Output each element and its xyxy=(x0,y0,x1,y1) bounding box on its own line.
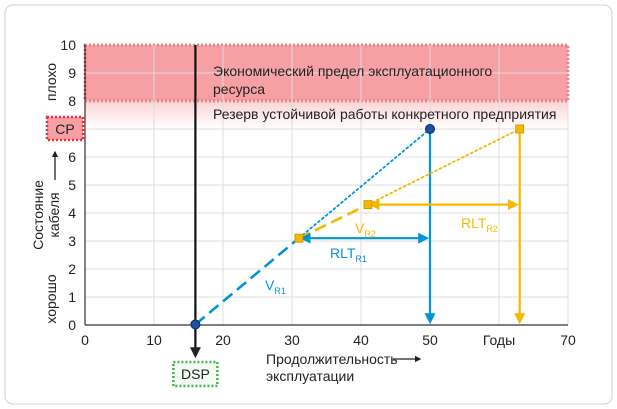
x-tick-label: 0 xyxy=(81,332,89,348)
vr1-label-main: V xyxy=(265,277,275,293)
x-axis-label-line1: Продолжительность xyxy=(266,351,398,367)
x-axis-label-line2: эксплуатации xyxy=(266,368,354,384)
cp-box xyxy=(45,115,85,142)
zone-reserve xyxy=(85,101,568,129)
rlt1-label-main: RLT xyxy=(330,245,356,261)
x-tick-label: 50 xyxy=(422,332,438,348)
x-tick-label: 10 xyxy=(146,332,162,348)
zone-economic-label-line1: Экономический предел эксплуатационного xyxy=(213,63,492,79)
rlt2-label: RLTR2 xyxy=(461,215,498,234)
y-tick-label: 5 xyxy=(68,177,76,193)
y-axis-label-line2: кабеля xyxy=(46,192,62,237)
vr2-label: VR2 xyxy=(355,220,376,239)
y-tick-label: 6 xyxy=(68,149,76,165)
y-good-label: хорошо xyxy=(43,274,59,323)
data-point xyxy=(294,233,304,243)
y-tick-label: 0 xyxy=(68,317,76,333)
rlt1-label: RLTR1 xyxy=(330,245,367,264)
y-bad-label: плохо xyxy=(43,63,59,101)
data-point xyxy=(190,319,201,330)
dsp-box xyxy=(172,360,219,388)
series-line xyxy=(194,237,300,326)
x-tick-label: 70 xyxy=(560,332,576,348)
series-line xyxy=(298,203,369,240)
rlt2-label-subscript: R2 xyxy=(486,224,498,234)
data-point xyxy=(425,124,435,134)
y-axis-label-line1: Состояние xyxy=(30,180,46,250)
vr1-label-subscript: R1 xyxy=(274,286,286,296)
x-tick-label: 40 xyxy=(353,332,369,348)
data-point xyxy=(515,124,525,134)
y-tick-label: 10 xyxy=(60,37,76,53)
zone-economic-label-line2: ресурса xyxy=(213,81,265,97)
y-tick-label: 2 xyxy=(68,261,76,277)
x-tick-label: 30 xyxy=(284,332,300,348)
dsp-label: DSP xyxy=(181,366,210,382)
x-unit-label: Годы xyxy=(483,332,515,348)
vr1-label: VR1 xyxy=(265,277,286,296)
series-line xyxy=(366,128,521,206)
zone-reserve-label: Резерв устойчивой работы конкретного пре… xyxy=(213,106,556,122)
series-line xyxy=(297,128,431,240)
data-point xyxy=(363,200,373,210)
y-tick-label: 3 xyxy=(68,233,76,249)
y-tick-label: 8 xyxy=(68,93,76,109)
x-tick-labels: 0 10 20 30 40 50 70 xyxy=(81,332,576,348)
rlt2-label-main: RLT xyxy=(461,215,487,231)
vr2-label-subscript: R2 xyxy=(364,229,376,239)
y-tick-label: 9 xyxy=(68,65,76,81)
y-tick-label: 1 xyxy=(68,289,76,305)
rlt1-label-subscript: R1 xyxy=(355,254,367,264)
cp-label: CP xyxy=(55,121,74,137)
x-tick-label: 20 xyxy=(215,332,231,348)
vr2-label-main: V xyxy=(355,220,365,236)
y-tick-label: 4 xyxy=(68,205,76,221)
